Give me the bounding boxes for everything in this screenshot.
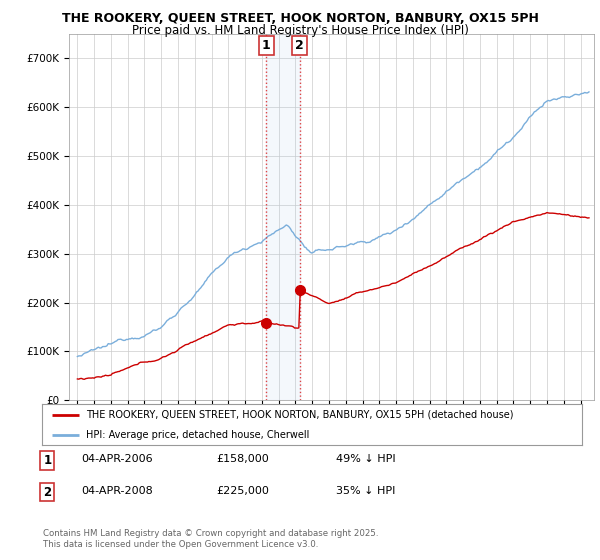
Text: 35% ↓ HPI: 35% ↓ HPI (336, 486, 395, 496)
Text: Contains HM Land Registry data © Crown copyright and database right 2025.
This d: Contains HM Land Registry data © Crown c… (43, 529, 379, 549)
Text: THE ROOKERY, QUEEN STREET, HOOK NORTON, BANBURY, OX15 5PH (detached house): THE ROOKERY, QUEEN STREET, HOOK NORTON, … (86, 409, 514, 419)
Bar (266, 34, 299, 400)
Text: HPI: Average price, detached house, Cherwell: HPI: Average price, detached house, Cher… (86, 430, 310, 440)
Text: 1: 1 (43, 454, 52, 466)
Text: THE ROOKERY, QUEEN STREET, HOOK NORTON, BANBURY, OX15 5PH: THE ROOKERY, QUEEN STREET, HOOK NORTON, … (62, 12, 538, 25)
Text: Price paid vs. HM Land Registry's House Price Index (HPI): Price paid vs. HM Land Registry's House … (131, 24, 469, 37)
Text: 2: 2 (43, 486, 52, 498)
Text: 49% ↓ HPI: 49% ↓ HPI (336, 454, 395, 464)
Text: 04-APR-2008: 04-APR-2008 (81, 486, 153, 496)
Text: 2: 2 (295, 39, 304, 52)
Text: £225,000: £225,000 (216, 486, 269, 496)
Text: 1: 1 (262, 39, 271, 52)
Text: £158,000: £158,000 (216, 454, 269, 464)
Text: 04-APR-2006: 04-APR-2006 (81, 454, 152, 464)
